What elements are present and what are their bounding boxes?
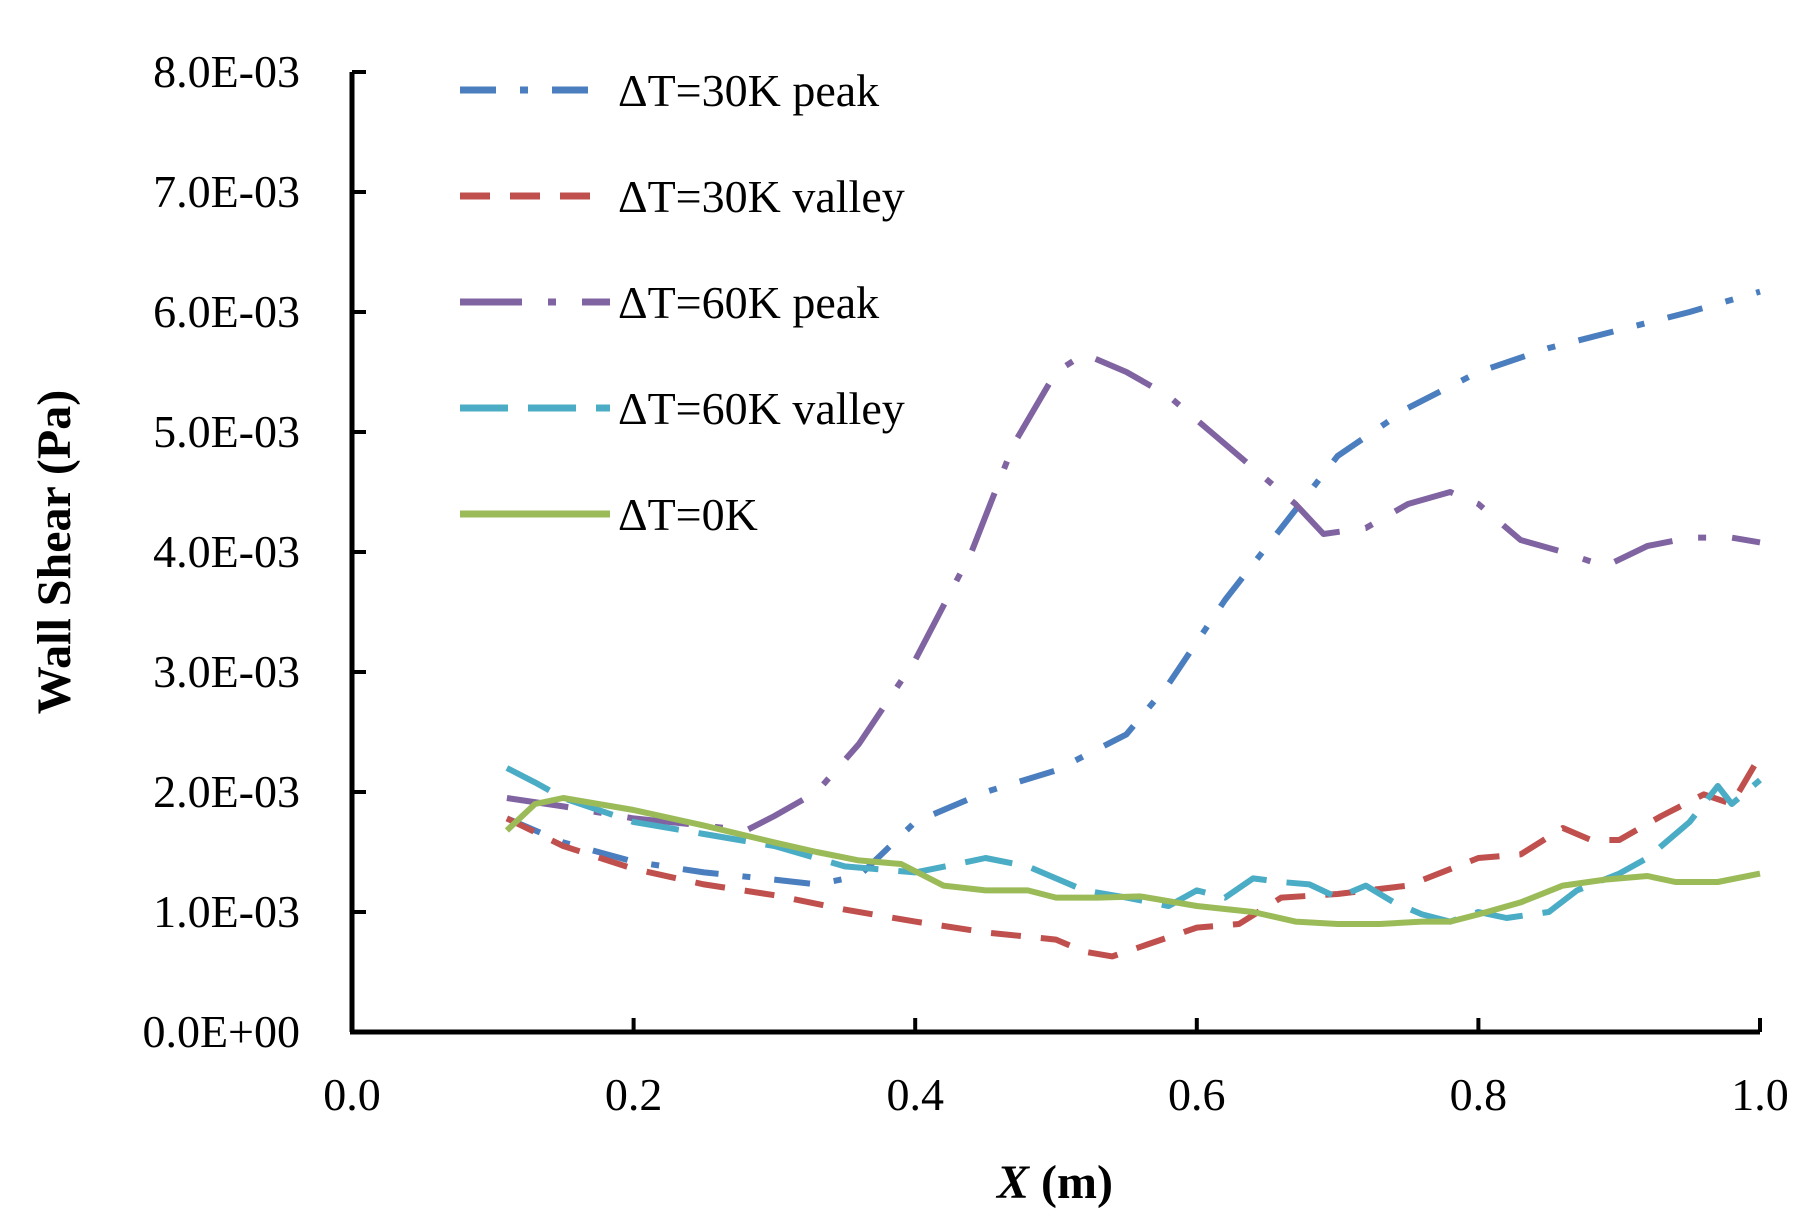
y-ticks: 0.0E+00 1.0E-03 2.0E-03 3.0E-03 4.0E-03 5.0E-… [142, 46, 366, 1057]
y-tick-label: 6.0E-03 [153, 286, 300, 337]
legend-label: ΔT=60K valley [618, 383, 905, 434]
legend-label: ΔT=30K peak [618, 65, 879, 116]
x-axis-unit: (m) [1029, 1156, 1113, 1209]
axes-layer [349, 72, 1760, 1035]
x-ticks: 0.0 0.2 0.4 0.6 0.8 1.0 [323, 1018, 1789, 1120]
series-line-4 [504, 795, 1761, 927]
series-line-0 [505, 288, 1761, 888]
y-tick-label: 0.0E+00 [142, 1006, 300, 1057]
x-axis-title: X (m) [995, 1156, 1113, 1209]
series-layer [504, 288, 1763, 960]
x-tick-label: 0.6 [1168, 1069, 1226, 1120]
y-tick-label: 2.0E-03 [153, 766, 300, 817]
legend: ΔT=30K peak ΔT=30K valley ΔT=60K peak ΔT=60… [460, 65, 905, 540]
y-tick-label: 7.0E-03 [153, 166, 300, 217]
legend-label: ΔT=30K valley [618, 171, 905, 222]
legend-label: ΔT=0K [618, 489, 758, 540]
y-axis-title: Wall Shear (Pa) [28, 390, 81, 714]
x-axis-variable: X [995, 1156, 1030, 1209]
y-tick-label: 4.0E-03 [153, 526, 300, 577]
x-tick-label: 0.0 [323, 1069, 381, 1120]
y-tick-label: 3.0E-03 [153, 646, 300, 697]
x-tick-label: 1.0 [1731, 1069, 1789, 1120]
y-tick-label: 1.0E-03 [153, 886, 300, 937]
y-tick-label: 5.0E-03 [153, 406, 300, 457]
series-line-2 [506, 351, 1761, 834]
series-line-3 [505, 765, 1762, 925]
series-line-1 [505, 754, 1763, 960]
x-tick-label: 0.8 [1450, 1069, 1508, 1120]
y-tick-label: 8.0E-03 [153, 46, 300, 97]
x-tick-label: 0.4 [886, 1069, 944, 1120]
legend-label: ΔT=60K peak [618, 277, 879, 328]
x-tick-label: 0.2 [605, 1069, 663, 1120]
